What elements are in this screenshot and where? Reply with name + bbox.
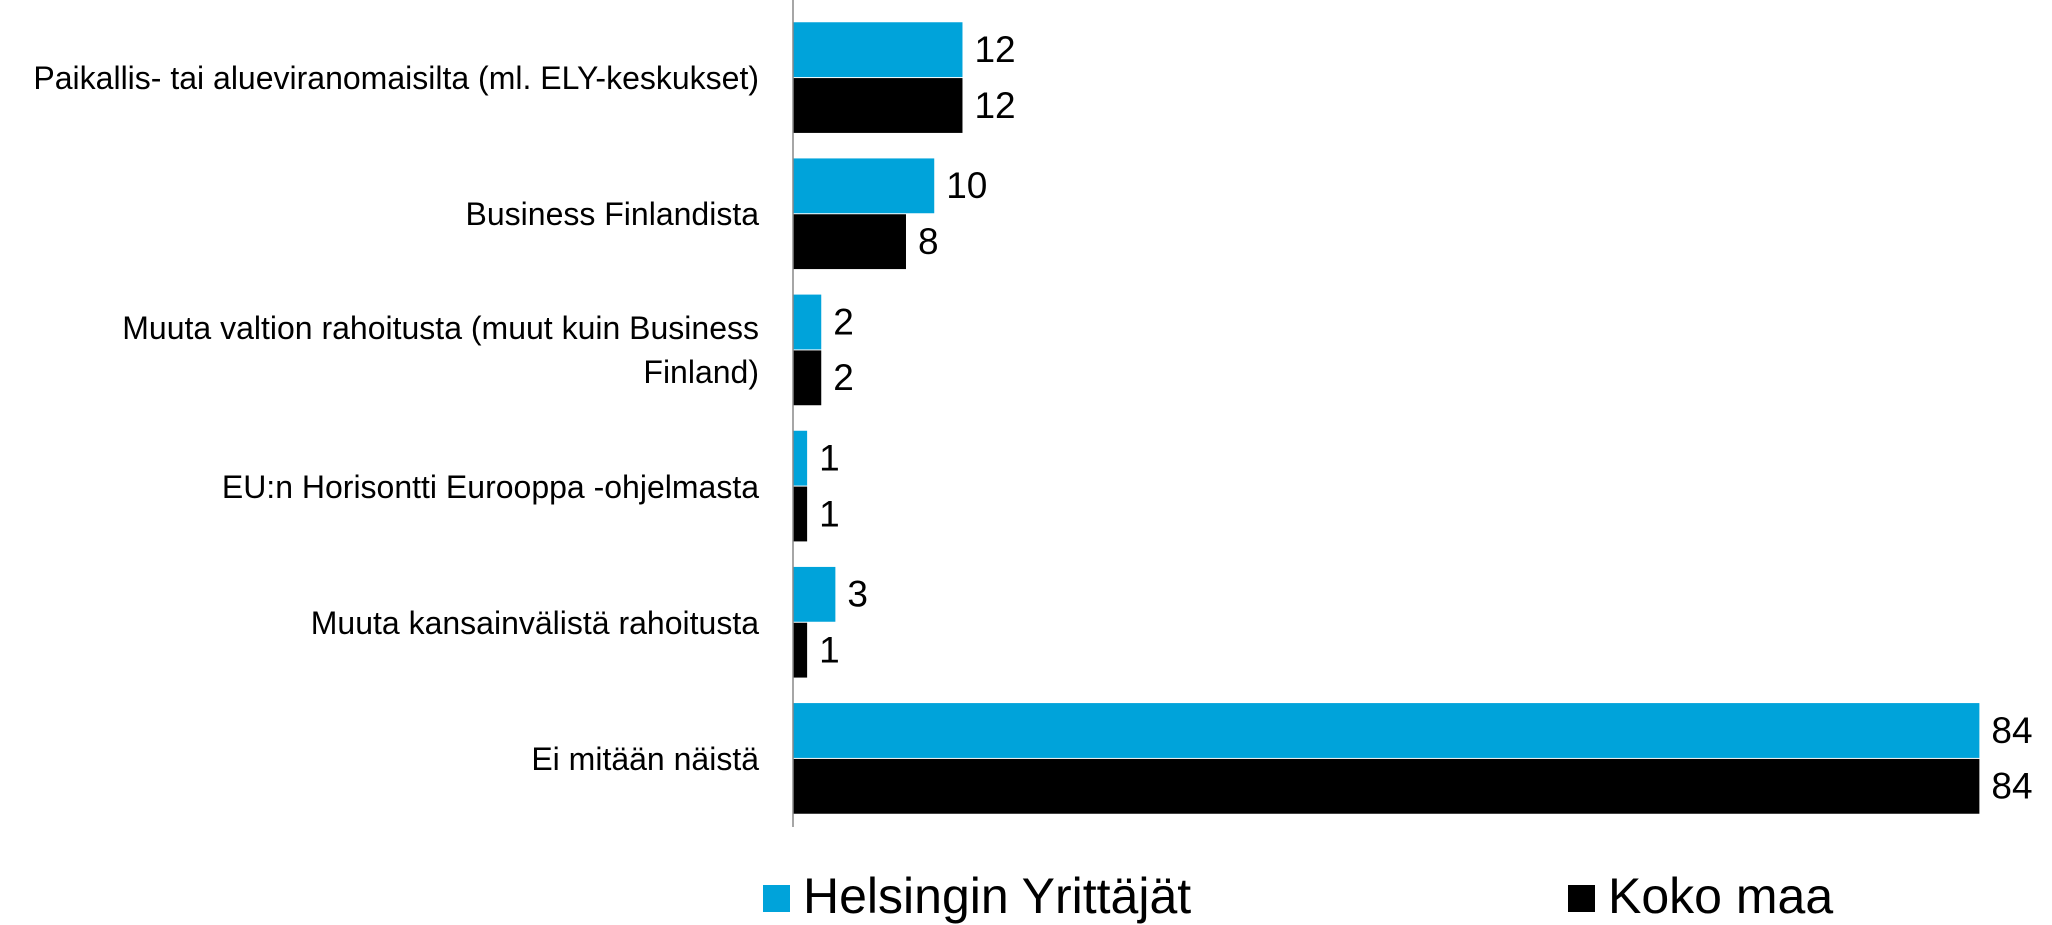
data-label: 12 [974,85,1015,126]
data-label: 2 [833,301,854,342]
category-label: Ei mitään näistä [531,740,759,777]
data-label: 2 [833,357,854,398]
category-label: Paikallis- tai alueviranomaisilta (ml. E… [33,60,759,97]
bar [793,622,808,678]
category-label: Business Finlandista [465,196,759,233]
bar [793,214,906,270]
data-label: 1 [819,437,840,478]
legend-swatch [1568,885,1595,912]
bar [793,350,822,406]
data-label: 8 [918,221,939,262]
bar [793,486,808,542]
bar [793,78,963,133]
category-label: Muuta valtion rahoitusta (muut kuin Busi… [122,310,759,391]
bar [793,758,1980,814]
category-label: EU:n Horisontti Eurooppa -ohjelmasta [221,468,759,505]
category-label: Muuta kansainvälistä rahoitusta [310,604,759,641]
bar [793,703,1980,758]
data-label: 84 [1991,766,2032,807]
legend-label: Koko maa [1608,868,1833,924]
bar [793,430,808,486]
legend-label: Helsingin Yrittäjät [803,868,1191,924]
legend-swatch [763,885,790,912]
data-label: 10 [946,165,987,206]
bar [793,294,822,350]
data-label: 12 [974,29,1015,70]
data-label: 1 [819,493,840,534]
bar [793,22,963,78]
bar [793,158,935,214]
data-label: 1 [819,629,840,670]
data-label: 3 [847,574,868,615]
data-label: 84 [1991,710,2032,751]
bar [793,566,836,622]
